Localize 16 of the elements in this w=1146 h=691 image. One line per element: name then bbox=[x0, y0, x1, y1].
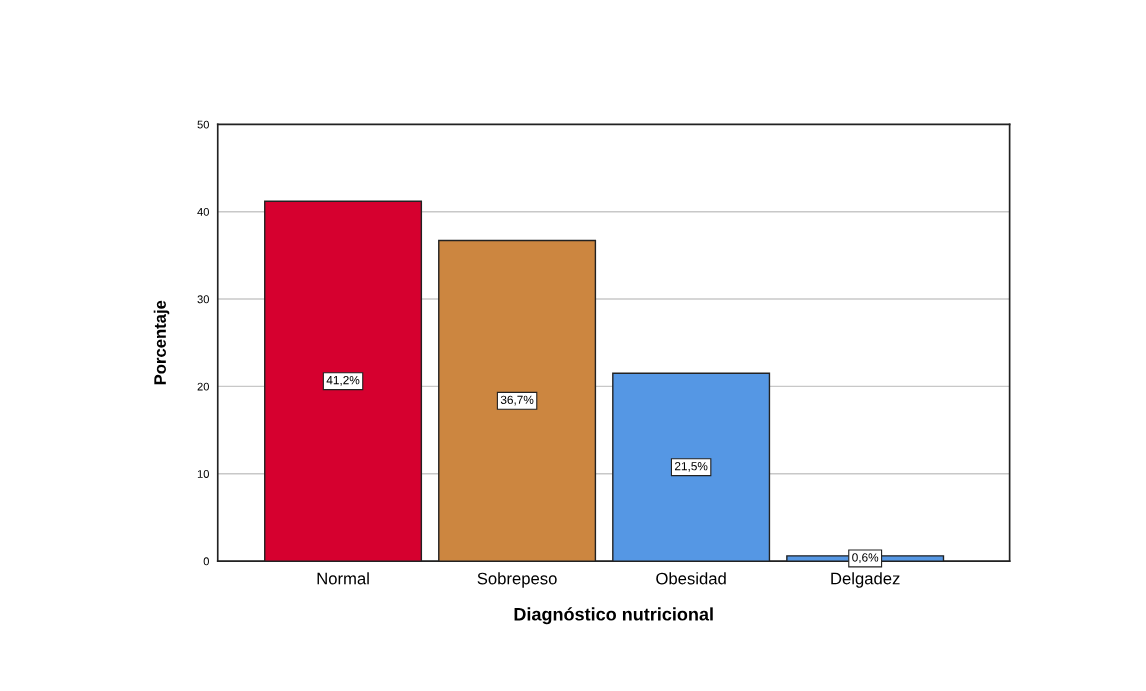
y-tick-label: 50 bbox=[197, 120, 209, 129]
y-tick-label: 20 bbox=[197, 382, 209, 391]
x-axis-title: Diagnóstico nutricional bbox=[514, 607, 713, 625]
y-tick-label: 30 bbox=[197, 295, 209, 304]
y-tick-label: 0 bbox=[203, 557, 209, 566]
x-tick-label: Normal bbox=[317, 572, 369, 585]
data-label: 0,6% bbox=[852, 553, 879, 564]
data-label: 21,5% bbox=[674, 462, 708, 472]
x-tick-label: Obesidad bbox=[656, 572, 726, 585]
y-tick-label: 10 bbox=[197, 470, 209, 478]
x-tick-label: Delgadez bbox=[831, 572, 900, 588]
y-tick-label: 40 bbox=[197, 207, 209, 216]
x-tick-label: Sobrepeso bbox=[477, 572, 557, 588]
data-label: 36,7% bbox=[500, 395, 534, 406]
data-label: 41,2% bbox=[326, 375, 360, 386]
y-axis-title: Porcentaje bbox=[153, 300, 170, 385]
